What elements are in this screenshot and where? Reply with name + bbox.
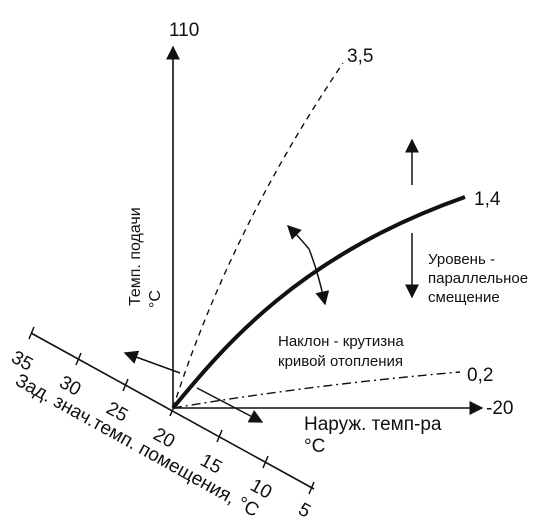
outdoor-temperature-axis-unit: °C xyxy=(304,436,325,457)
outdoor-temperature-axis-title: Наруж. темп-ра xyxy=(304,414,442,435)
level-label-line2: параллельное xyxy=(428,270,528,287)
outdoor-temperature-end-label: -20 xyxy=(486,398,513,419)
room-tick-label: 5 xyxy=(295,499,314,522)
flow-temperature-axis-title: Темп. подачи xyxy=(127,207,144,306)
curve-flat-label: 0,2 xyxy=(467,365,493,386)
slope-rotation-arrow xyxy=(308,248,330,306)
level-label-line3: смещение xyxy=(428,289,500,306)
curve-steep-label: 3,5 xyxy=(347,46,373,67)
curve-main-label: 1,4 xyxy=(474,189,501,210)
slope-label-line1: Наклон - крутизна xyxy=(278,333,404,350)
flow-temperature-axis-unit: °C xyxy=(147,290,164,308)
flow-temperature-max-label: 110 xyxy=(169,20,199,41)
slope-rotation-arrow-back xyxy=(287,225,310,250)
shift-arrow-down-right xyxy=(196,387,264,423)
room-setpoint-tick-labels: 35 30 25 20 15 10 5 xyxy=(8,347,314,522)
shift-arrow-up-left xyxy=(123,350,181,374)
curve-steep-dashed xyxy=(172,62,344,409)
curve-main xyxy=(171,195,466,410)
room-setpoint-axis-title: Зад. знач.темп. помещения, °C xyxy=(12,370,263,522)
level-label-line1: Уровень - xyxy=(428,251,495,268)
curve-flat-dashdot xyxy=(172,371,461,409)
slope-label-line2: кривой отопления xyxy=(278,353,403,370)
